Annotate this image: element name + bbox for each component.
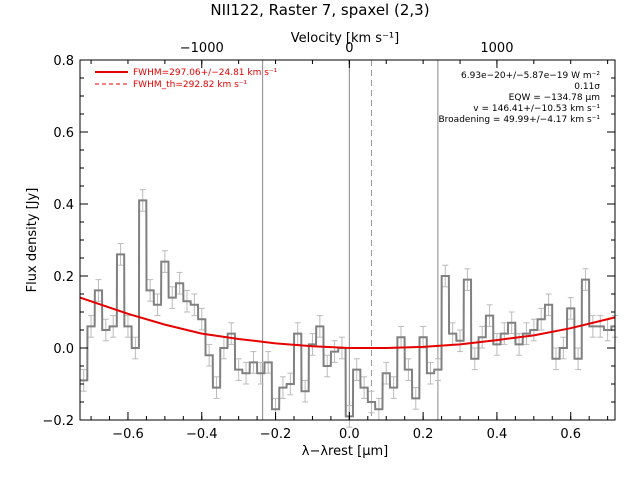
fit-line bbox=[79, 296, 616, 349]
annotation-line: 6.93e−20+/−5.87e−19 W m⁻² bbox=[461, 71, 600, 81]
y-tick-label: 0.2 bbox=[53, 270, 74, 285]
y-tick-label: 0.6 bbox=[53, 126, 74, 141]
x-tick-label: 0.6 bbox=[560, 427, 581, 442]
y-tick-label: −0.2 bbox=[42, 414, 74, 429]
x-axis-label: λ−λrest [μm] bbox=[302, 444, 388, 459]
legend-label: FWHM=297.06+/−24.81 km s⁻¹ bbox=[133, 68, 278, 78]
x-tick-label: 0.2 bbox=[413, 427, 434, 442]
annotation-line: Broadening = 49.99+/−4.17 km s⁻¹ bbox=[439, 115, 601, 125]
top-axis-label: Velocity [km s⁻¹] bbox=[291, 31, 399, 46]
x-tick-label: −0.4 bbox=[186, 427, 218, 442]
x-tick-label: −0.6 bbox=[112, 427, 144, 442]
x-tick-label: 0.0 bbox=[339, 427, 360, 442]
y-tick-label: 0.4 bbox=[53, 198, 74, 213]
legend: FWHM=297.06+/−24.81 km s⁻¹ FWHM_th=292.82… bbox=[95, 68, 278, 90]
top-tick-label: 1000 bbox=[480, 41, 513, 56]
annotation-line: 0.11σ bbox=[574, 82, 600, 92]
plot-frame bbox=[79, 59, 616, 421]
x-tick-label: 0.4 bbox=[487, 427, 508, 442]
top-tick-label: 0 bbox=[345, 41, 353, 56]
y-tick-label: 0.0 bbox=[53, 342, 74, 357]
top-tick-label: −1000 bbox=[180, 41, 224, 56]
annotation-line: EQW = −134.78 μm bbox=[509, 93, 600, 103]
y-axis-label: Flux density [Jy] bbox=[25, 188, 40, 293]
chart-title: NII122, Raster 7, spaxel (2,3) bbox=[210, 1, 429, 19]
y-tick-label: 0.8 bbox=[53, 54, 74, 69]
data-steps bbox=[80, 199, 615, 418]
axes: −0.6 −0.4 −0.2 0.0 0.2 0.4 0.6 −1000 0 1000 −0.2 0.… bbox=[42, 41, 615, 442]
x-tick-label: −0.2 bbox=[260, 427, 292, 442]
legend-label: FWHM_th=292.82 km s⁻¹ bbox=[133, 80, 248, 90]
annotation-line: v = 146.41+/−10.53 km s⁻¹ bbox=[473, 104, 600, 114]
reference-lines bbox=[262, 60, 439, 420]
